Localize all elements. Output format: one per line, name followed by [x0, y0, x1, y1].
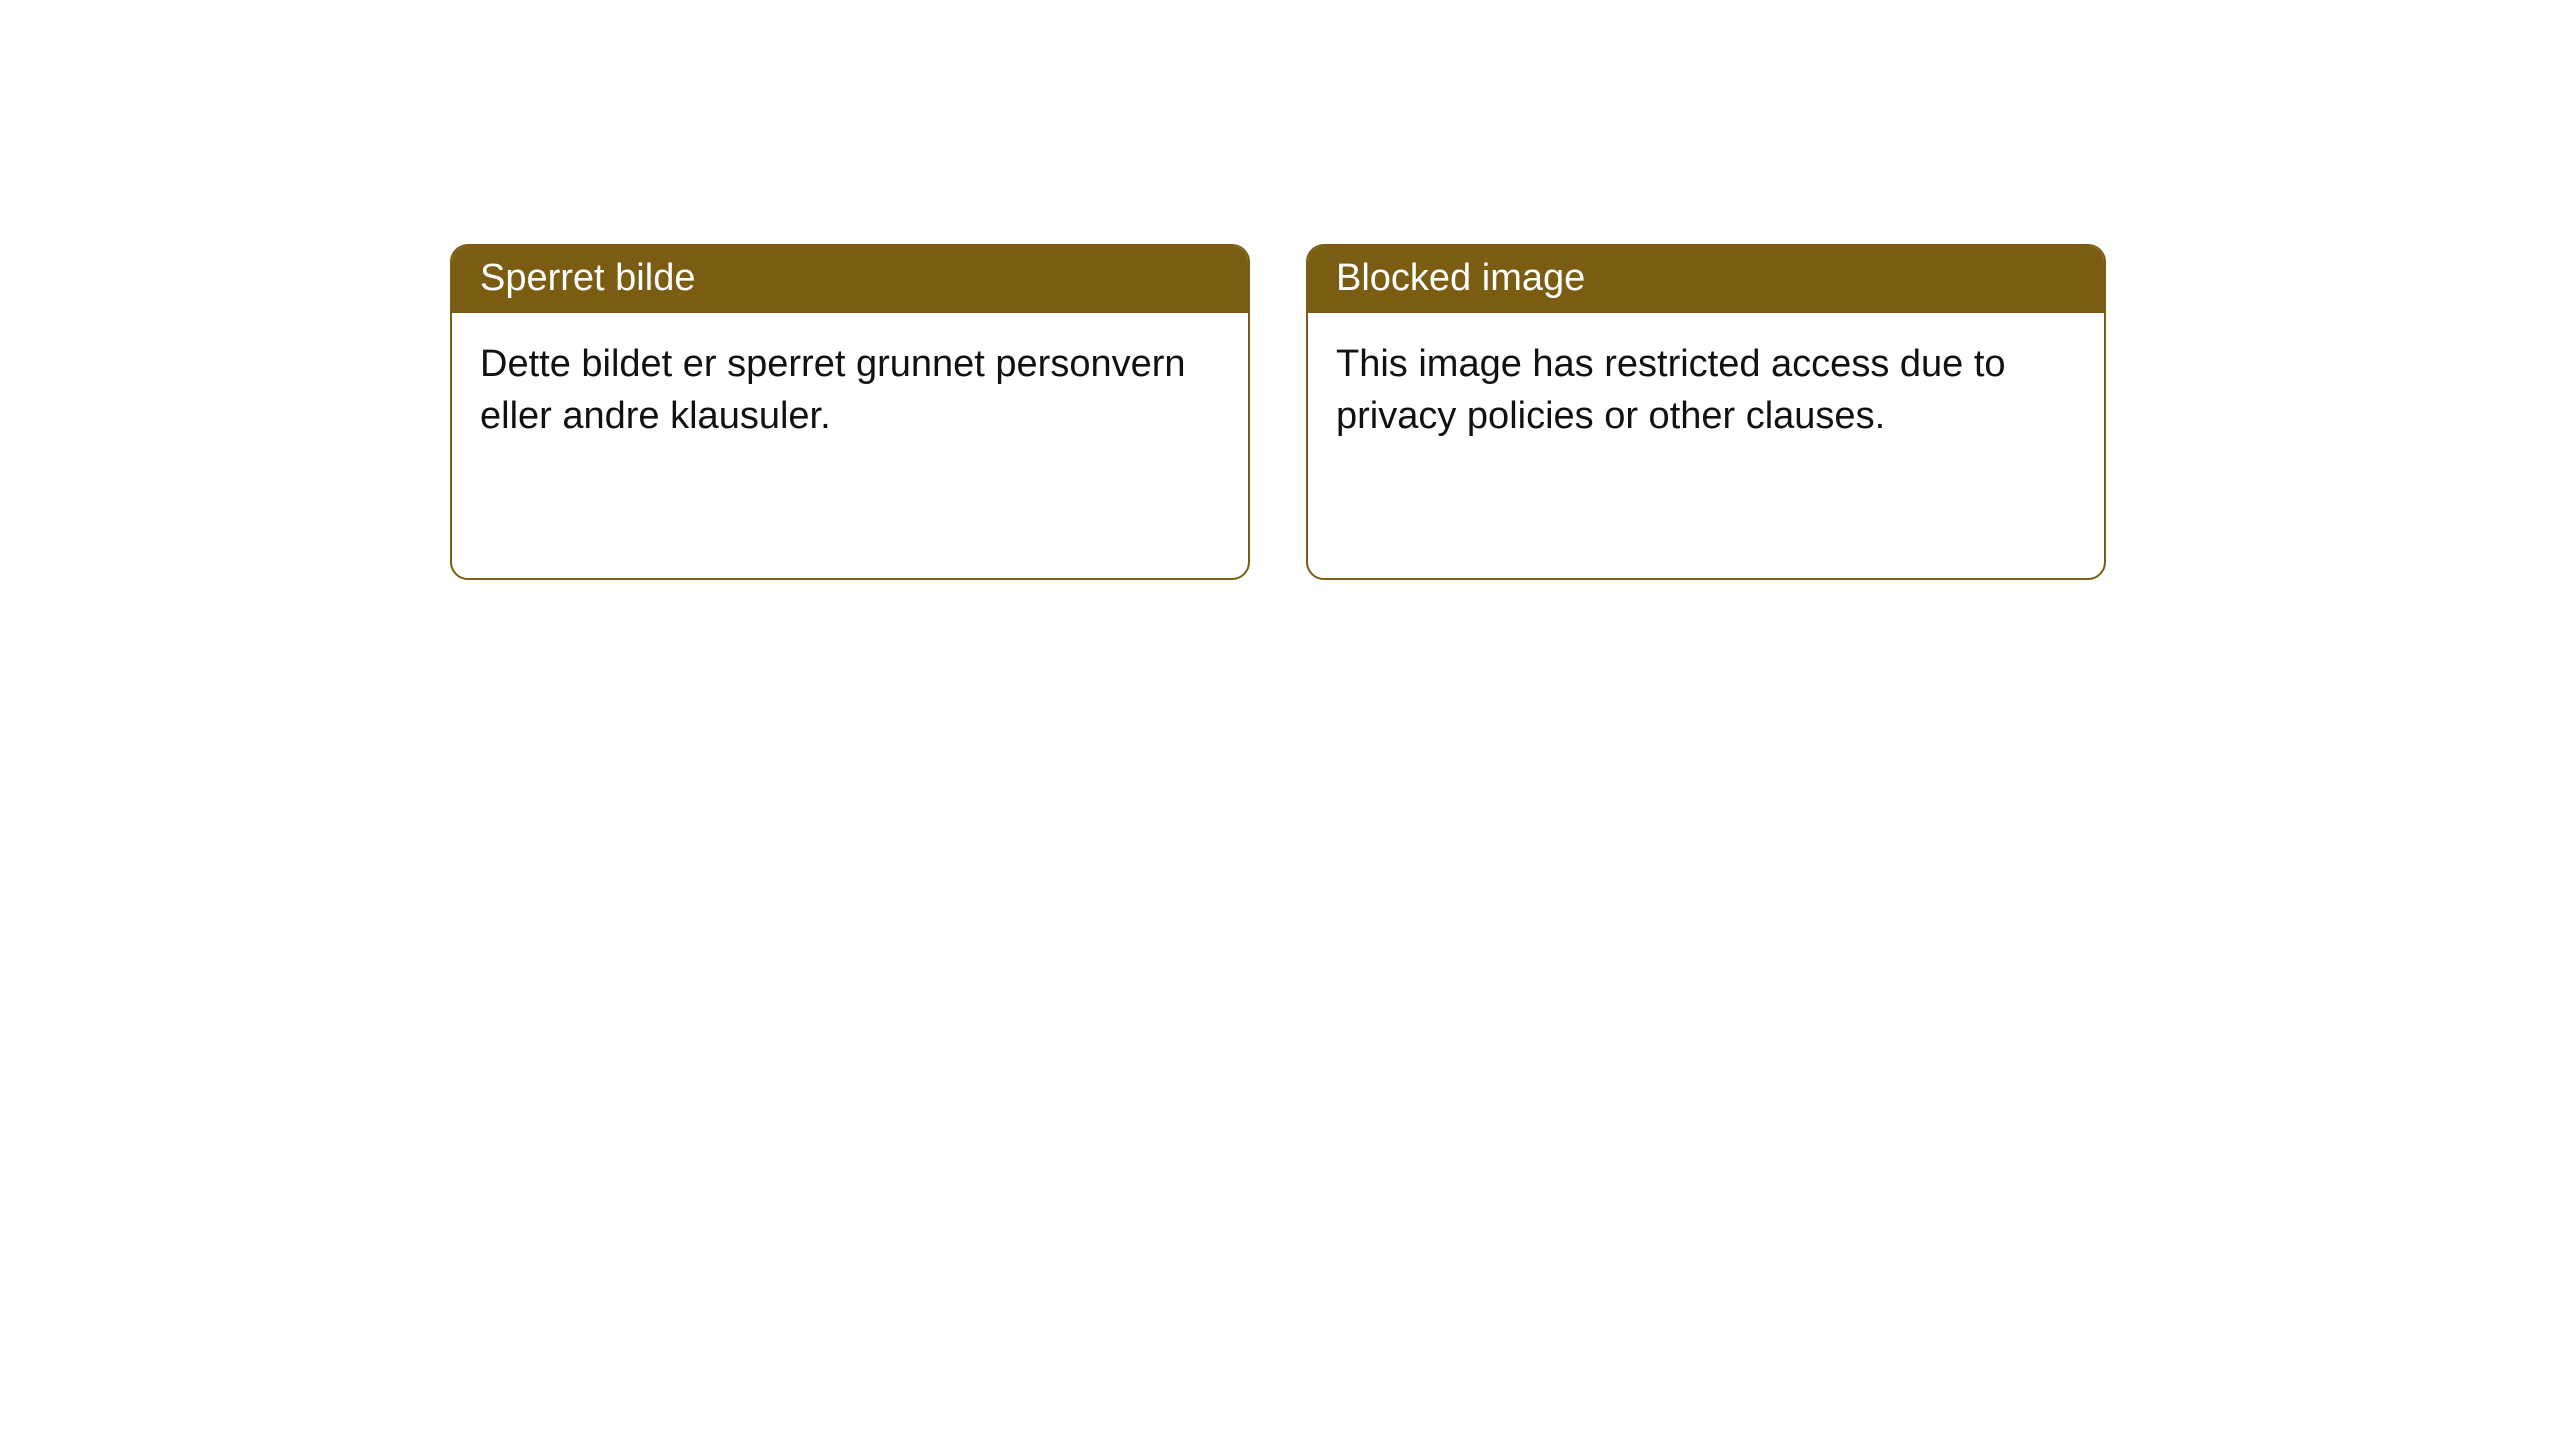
notice-container: Sperret bilde Dette bildet er sperret gr…	[0, 0, 2560, 580]
notice-body-english: This image has restricted access due to …	[1308, 313, 2104, 468]
notice-header-norwegian: Sperret bilde	[452, 246, 1248, 313]
notice-box-norwegian: Sperret bilde Dette bildet er sperret gr…	[450, 244, 1250, 580]
notice-body-norwegian: Dette bildet er sperret grunnet personve…	[452, 313, 1248, 468]
notice-box-english: Blocked image This image has restricted …	[1306, 244, 2106, 580]
notice-header-english: Blocked image	[1308, 246, 2104, 313]
